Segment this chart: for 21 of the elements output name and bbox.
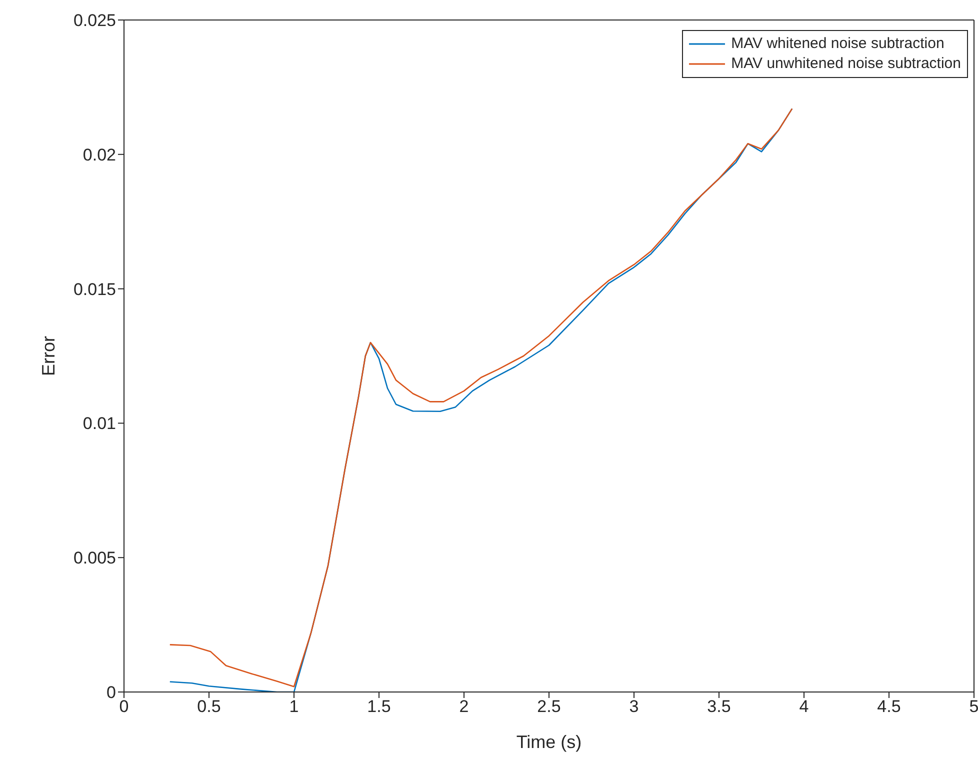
y-axis-title: Error: [38, 336, 58, 376]
x-tick-label: 3: [629, 697, 639, 716]
legend-label: MAV unwhitened noise subtraction: [731, 54, 961, 74]
y-tick-label: 0.02: [82, 145, 116, 164]
y-tick-label: 0.005: [73, 548, 116, 568]
x-tick-label: 4.5: [877, 697, 901, 716]
x-tick-label: 5: [969, 697, 978, 716]
y-tick-label: 0: [106, 683, 116, 702]
x-tick-label: 3.5: [707, 697, 731, 716]
x-tick-label: 1.5: [367, 697, 391, 716]
y-tick-label: 0.015: [73, 280, 116, 299]
x-tick-label: 0.5: [197, 697, 221, 716]
x-axis-title: Time (s): [516, 732, 582, 752]
x-tick-label: 2: [459, 697, 469, 716]
x-tick-label: 4: [799, 697, 809, 716]
y-tick-label: 0.025: [73, 11, 116, 30]
x-tick-label: 0: [119, 697, 129, 716]
y-tick-label: 0.01: [82, 414, 116, 434]
x-tick-label: 1: [289, 697, 299, 716]
x-tick-label: 2.5: [537, 697, 561, 716]
legend-label: MAV whitened noise subtraction: [731, 34, 944, 54]
